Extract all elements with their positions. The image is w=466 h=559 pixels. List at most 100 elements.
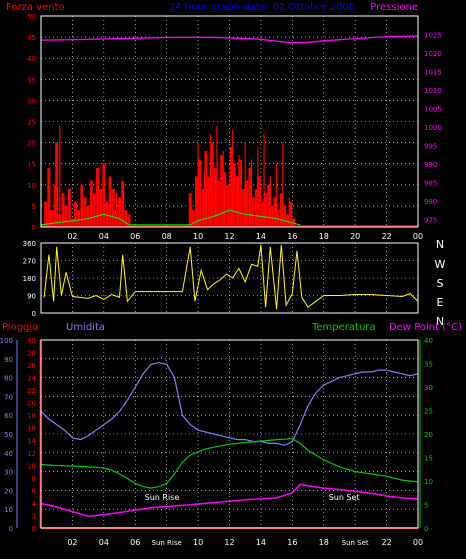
rain-y-tick-label: 14 xyxy=(27,437,36,445)
direction-y-tick-label: 0 xyxy=(32,310,36,318)
climate-panel-frame xyxy=(40,339,419,529)
direction-y-tick-label: 90 xyxy=(27,293,36,301)
sun-annotation-label: Sun Rise xyxy=(145,493,180,502)
wind-x-tick-label: 16 xyxy=(287,232,297,241)
wind-pressure-panel: 02 04 06 08 10 12 14 16 18 20 22 000510152025303540… xyxy=(27,13,442,241)
wind-y-tick-label: 25 xyxy=(27,119,36,127)
rain-y-tick-label: 16 xyxy=(27,425,36,433)
pressure-y-tick-label: 1025 xyxy=(424,32,442,40)
direction-y-tick-label: 360 xyxy=(23,240,36,248)
temperature-axis-title: Temperatura xyxy=(311,322,376,333)
sun-annotation-label: Sun Set xyxy=(329,493,360,502)
temperature-y-tick-label: 10 xyxy=(424,478,433,486)
direction-label-e: E xyxy=(437,296,444,309)
humidity-axis-title: Umidita xyxy=(66,322,105,333)
dew-point-line xyxy=(40,483,419,518)
climate-x-tick-label: Sun Rise xyxy=(152,539,182,547)
wind-y-tick-label: 10 xyxy=(27,182,36,190)
temperature-y-tick-label: 25 xyxy=(424,408,433,416)
wind-average-line xyxy=(40,209,301,226)
pressure-line xyxy=(40,35,419,44)
pressure-axis-title: Pressione xyxy=(370,2,418,13)
climate-x-tick-label: 22 xyxy=(381,538,391,547)
wind-y-tick-label: 0 xyxy=(32,224,36,232)
rain-y-tick-label: 28 xyxy=(27,350,36,358)
climate-x-tick-label: 02 xyxy=(67,538,77,547)
rain-y-tick-label: 4 xyxy=(32,500,37,508)
pressure-y-tick-label: 1010 xyxy=(424,87,442,95)
dew-point-axis-title: Dew Point (°C) xyxy=(389,322,462,333)
temperature-y-tick-label: 35 xyxy=(424,361,433,369)
rain-y-tick-label: 22 xyxy=(27,387,36,395)
rain-axis-title: Pioggia xyxy=(2,322,38,333)
wind-x-tick-label: 14 xyxy=(256,232,266,241)
pressure-y-tick-label: 1020 xyxy=(424,50,442,58)
direction-panel-frame xyxy=(40,242,419,314)
rain-y-tick-label: 12 xyxy=(27,450,36,458)
wind-x-tick-label: 02 xyxy=(67,232,77,241)
wind-x-tick-label: 06 xyxy=(130,232,140,241)
humidity-y-tick-label: 30 xyxy=(4,469,13,477)
pressure-y-tick-label: 990 xyxy=(424,161,437,169)
humidity-y-tick-label: 10 xyxy=(4,506,13,514)
wind-y-tick-label: 20 xyxy=(27,140,36,148)
wind-y-tick-label: 50 xyxy=(27,13,36,21)
humidity-y-tick-label: 100 xyxy=(0,337,13,345)
temperature-y-tick-label: 30 xyxy=(424,384,433,392)
wind-axis-title: Forza vento xyxy=(6,2,65,13)
chart-title: 24 hour graph data: 02 Ottobre 2008 xyxy=(169,2,355,13)
wind-y-tick-label: 30 xyxy=(27,97,36,105)
temperature-y-tick-label: 5 xyxy=(424,502,428,510)
humidity-y-tick-label: 0 xyxy=(9,525,13,533)
rain-y-tick-label: 18 xyxy=(27,412,36,420)
rain-y-tick-label: 6 xyxy=(32,487,37,495)
wind-y-tick-label: 40 xyxy=(27,55,36,63)
humidity-y-tick-label: 80 xyxy=(4,375,13,383)
climate-x-tick-label: 12 xyxy=(224,538,234,547)
humidity-y-tick-label: 70 xyxy=(4,393,13,401)
humidity-y-tick-label: 50 xyxy=(4,431,13,439)
humidity-y-tick-label: 60 xyxy=(4,412,13,420)
direction-label-n-bottom: N xyxy=(436,315,444,328)
climate-x-tick-label: 18 xyxy=(319,538,329,547)
wind-direction-line xyxy=(43,244,419,310)
direction-label-w: W xyxy=(435,258,446,271)
climate-x-tick-label: Sun Set xyxy=(342,539,369,547)
wind-x-tick-label: 10 xyxy=(193,232,203,241)
temperature-y-tick-label: 0 xyxy=(424,525,428,533)
direction-y-tick-label: 270 xyxy=(23,258,36,266)
rain-y-tick-label: 24 xyxy=(27,375,36,383)
temperature-y-tick-label: 20 xyxy=(424,431,433,439)
pressure-y-tick-label: 975 xyxy=(424,217,437,225)
wind-panel-frame xyxy=(40,15,419,228)
rain-y-tick-label: 30 xyxy=(27,337,36,345)
wind-direction-panel: 0 90 180 270 360 xyxy=(23,240,419,318)
climate-x-tick-label: 00 xyxy=(413,538,423,547)
temperature-line xyxy=(40,438,419,489)
pressure-y-tick-label: 1015 xyxy=(424,69,442,77)
pressure-y-tick-label: 985 xyxy=(424,180,437,188)
rain-y-tick-label: 10 xyxy=(27,462,36,470)
rain-y-tick-label: 8 xyxy=(32,475,36,483)
direction-label-n-top: N xyxy=(436,238,444,251)
wind-y-tick-label: 35 xyxy=(27,76,36,84)
temperature-y-tick-label: 15 xyxy=(424,455,433,463)
humidity-y-tick-label: 20 xyxy=(4,487,13,495)
wind-x-tick-label: 00 xyxy=(413,232,423,241)
rain-y-tick-label: 26 xyxy=(27,362,36,370)
temperature-y-tick-label: 40 xyxy=(424,337,433,345)
wind-x-tick-label: 22 xyxy=(381,232,391,241)
wind-y-tick-label: 45 xyxy=(27,34,36,42)
wind-x-tick-label: 08 xyxy=(162,232,172,241)
pressure-y-tick-label: 995 xyxy=(424,143,437,151)
humidity-temperature-panel: 02 04 06 Sun Rise 10 12 14 16 18 Sun Set 22 0001020… xyxy=(0,337,433,547)
rain-y-tick-label: 0 xyxy=(32,525,36,533)
pressure-y-tick-label: 1000 xyxy=(424,124,442,132)
rain-y-tick-label: 2 xyxy=(32,512,36,520)
humidity-line xyxy=(40,361,419,446)
humidity-y-tick-label: 40 xyxy=(4,450,13,458)
wind-y-tick-label: 5 xyxy=(32,203,36,211)
wind-x-tick-label: 20 xyxy=(350,232,360,241)
